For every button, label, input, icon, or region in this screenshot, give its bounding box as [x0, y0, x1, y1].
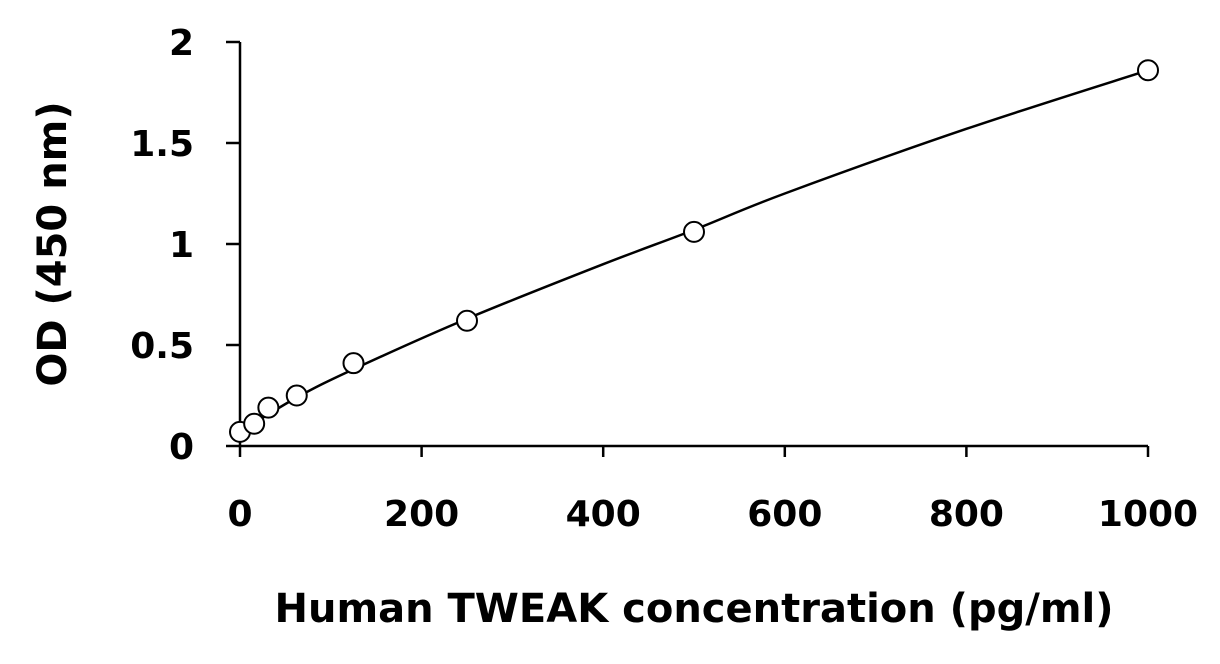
x-tick-label: 400 [566, 494, 641, 535]
y-tick-label: 2 [169, 23, 194, 64]
x-tick-label: 200 [384, 494, 459, 535]
y-tick-label: 0 [169, 427, 194, 468]
y-axis-title: OD (450 nm) [30, 101, 76, 386]
y-axis-ticks: 0 0.5 1 1.5 2 [130, 23, 240, 468]
y-tick-label: 0.5 [130, 326, 194, 367]
y-tick-label: 1.5 [130, 124, 194, 165]
x-tick-label: 800 [929, 494, 1004, 535]
data-point [683, 220, 705, 243]
plot-area [229, 59, 1159, 443]
x-tick-label: 0 [227, 494, 252, 535]
y-tick-label: 1 [169, 225, 194, 266]
data-point [285, 384, 308, 407]
x-axis-title: Human TWEAK concentration (pg/ml) [274, 586, 1113, 632]
data-point [243, 412, 266, 435]
fit-curve [239, 69, 1149, 433]
data-point [257, 396, 280, 419]
x-tick-label: 1000 [1098, 494, 1198, 535]
x-tick-label: 600 [747, 494, 822, 535]
data-point [342, 352, 365, 375]
data-point [1137, 59, 1159, 82]
axes [238, 42, 1148, 448]
x-axis-ticks: 0 200 400 600 800 1000 [227, 446, 1198, 535]
data-point [456, 309, 478, 332]
